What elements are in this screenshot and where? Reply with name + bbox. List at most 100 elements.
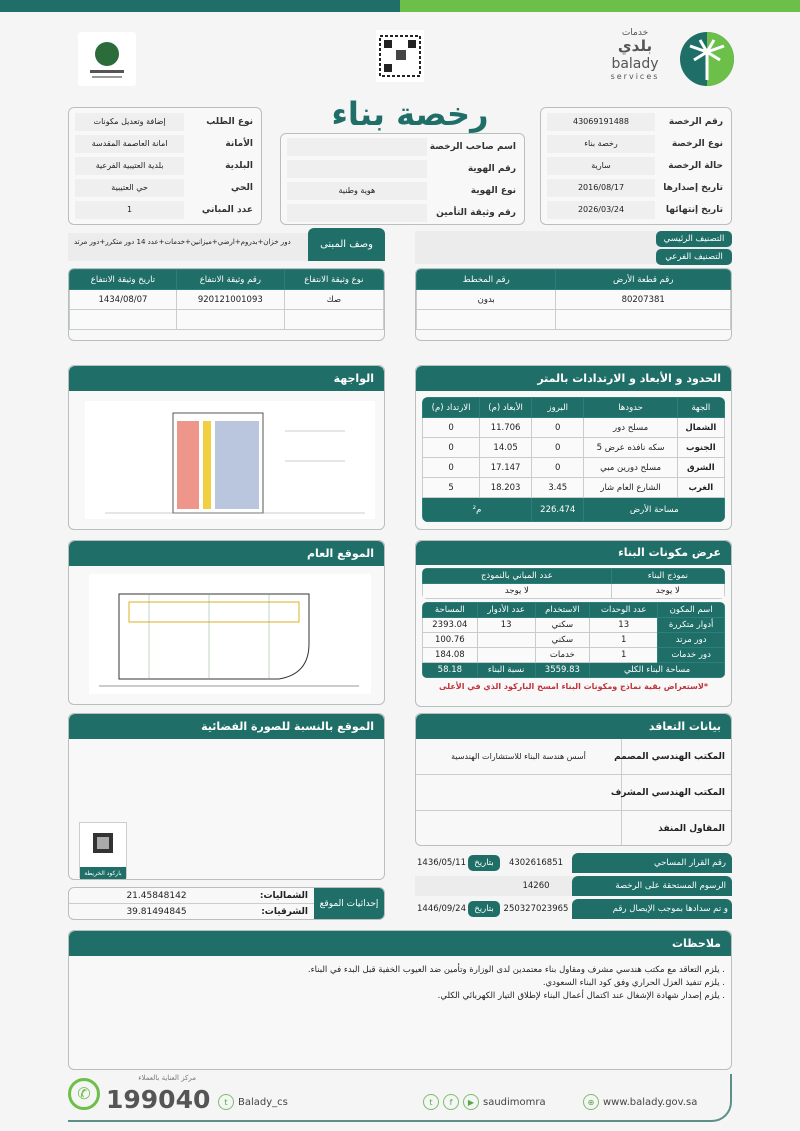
table-row: 80207381 بدون: [416, 289, 731, 310]
request-row: نوع الطلب إضافة وتعديل مكونات: [69, 111, 261, 133]
owner-2-v: هوية وطنية: [287, 182, 427, 200]
note-item: . يلزم تنفيذ العزل الحراري وفق كود البنا…: [542, 978, 725, 988]
site-plan-drawing[interactable]: [89, 574, 371, 694]
components-rows-1-4: 100.76: [422, 632, 478, 648]
contract-title: بيانات التعاقد: [416, 714, 731, 739]
request-2-v: بلدية العتيبية الفرعية: [75, 157, 185, 175]
brand-services: services: [610, 71, 660, 81]
dimensions-rows-1-3: 14.05: [479, 437, 532, 458]
twitter-link[interactable]: Balady_cs: [238, 1096, 288, 1108]
dimensions-rows-0-0: الشمال: [676, 417, 725, 438]
request-1-k: الأمانة: [225, 139, 253, 149]
main-classification-label: التصنيف الرئيسي: [656, 231, 732, 247]
license-1-k: نوع الرخصة: [671, 139, 723, 149]
dimensions-rows-3-2: 3.45: [530, 477, 585, 498]
license-3-v: 2016/08/17: [547, 179, 655, 197]
request-info: نوع الطلب إضافة وتعديل مكونات الأمانة امان…: [68, 107, 262, 225]
qr-code[interactable]: [376, 30, 424, 82]
ownership-headers-1: رقم وثيقة الانتفاع: [175, 269, 285, 290]
owner-3-v: [287, 204, 427, 222]
parcel-rows-0-0: 80207381: [555, 289, 731, 310]
parcel-headers-0: رقم قطعة الأرض: [555, 269, 731, 290]
fees-survey_no: 4302616851: [508, 858, 564, 868]
ownership-rows-0-0: صك: [283, 289, 384, 310]
license-row: تاريخ إنتهائها 2026/03/24: [541, 199, 731, 221]
dimensions-rows-1-4: 0: [422, 437, 481, 458]
request-3-v: حي العتيبية: [75, 179, 185, 197]
parcel-headers-1: رقم المخطط: [416, 269, 557, 290]
request-row: الحي حي العتيبية: [69, 177, 261, 199]
ownership-rows-0-1: 920121001093: [175, 289, 285, 310]
notes-title: ملاحظات: [69, 931, 731, 956]
dimensions-rows-0-4: 0: [422, 417, 481, 438]
twitter-icon: t: [218, 1094, 234, 1110]
municipality-logo: [78, 32, 136, 86]
components-rows-1-0: دور مرتد: [657, 632, 725, 648]
table-row: [69, 309, 384, 330]
license-info: رقم الرخصة 43069191488 نوع الرخصة رخصة بنا…: [540, 107, 732, 225]
facebook-icon: f: [443, 1094, 459, 1110]
fees-fee_label: الرسوم المستحقة على الرخصة: [572, 876, 732, 896]
dimensions-section: الحدود و الأبعاد و الارتدادات بالمتر الج…: [415, 365, 732, 530]
satellite-title: الموقع بالنسبة للصورة الفضائية: [69, 714, 384, 739]
dimensions-unit: م²: [422, 497, 532, 522]
site-plan-section: الموقع العام: [68, 540, 385, 705]
dimensions-headers-3: الأبعاد (م): [479, 397, 532, 418]
components-rows-0-3: 13: [476, 617, 536, 633]
map-qr-code[interactable]: باركود الخريطة: [79, 822, 127, 879]
components-rows-0-0: أدوار متكررة: [657, 617, 725, 633]
table-row: الشرق مسلح دورين مبي 0 17.147 0: [422, 457, 725, 478]
table-row: أدوار متكررة 13 سكني 13 2393.04: [422, 617, 725, 633]
owner-3-k: رقم وثيقة التأمين: [436, 208, 516, 218]
dimensions-headers-2: البروز: [530, 397, 585, 418]
license-4-k: تاريخ إنتهائها: [665, 205, 723, 215]
dimensions-rows-3-4: 5: [422, 477, 481, 498]
owner-1-v: [287, 160, 427, 178]
license-3-k: تاريخ إصدارها: [663, 183, 723, 193]
owner-1-k: رقم الهوية: [467, 164, 516, 174]
dimensions-headers-1: حدودها: [583, 397, 678, 418]
components-rows-1-1: 1: [589, 632, 659, 648]
footer: ✆ مركز العناية بالعملاء 199040 t Balady_c…: [68, 1074, 732, 1122]
globe-icon: ⊕: [583, 1094, 599, 1110]
brand-latin: balady: [611, 55, 659, 72]
fees-receipt_date: 1446/09/24: [417, 904, 466, 914]
brand-arabic_top: خدمات: [621, 28, 649, 38]
request-3-k: الحي: [230, 183, 253, 193]
top-stripe: [0, 0, 400, 12]
components-rows-0-2: سكني: [534, 617, 591, 633]
phone-number[interactable]: 199040: [106, 1085, 211, 1114]
coords-east: 39.81494845: [126, 907, 187, 917]
dimensions-rows-2-0: الشرق: [676, 457, 725, 478]
request-2-k: البلدية: [225, 161, 253, 171]
table-row: دور مرتد 1 سكني 100.76: [422, 632, 725, 648]
request-0-k: نوع الطلب: [206, 117, 253, 127]
contract-rows-2-k: المقاول المنفذ: [621, 811, 731, 845]
satellite-section: الموقع بالنسبة للصورة الفضائية باركود ال…: [68, 713, 385, 880]
facade-drawing[interactable]: [85, 401, 375, 519]
components-model_headers-0: نموذج البناء: [610, 568, 725, 584]
phone-icon: ✆: [68, 1078, 100, 1110]
social-link[interactable]: saudimomra: [483, 1096, 546, 1108]
table-row: دور خدمات 1 خدمات 184.08: [422, 647, 725, 663]
owner-2-k: نوع الهوية: [470, 186, 516, 196]
fees-survey_label: رقم القرار المساحي: [572, 853, 732, 873]
owner-row: نوع الهوية هوية وطنية: [281, 180, 524, 202]
table-row: الشمال مسلح دور 0 11.706 0: [422, 417, 725, 438]
dimensions-rows-0-2: 0: [530, 417, 585, 438]
note-item: . يلزم التعاقد مع مكتب هندسي مشرف ومقاول…: [307, 965, 725, 975]
table-row: [416, 309, 731, 330]
website-link[interactable]: www.balady.gov.sa: [603, 1096, 698, 1108]
dimensions-rows-2-4: 0: [422, 457, 481, 478]
license-row: نوع الرخصة رخصة بناء: [541, 133, 731, 155]
owner-row: رقم وثيقة التأمين: [281, 202, 524, 224]
owner-info: اسم صاحب الرخصة رقم الهوية نوع الهوية هوي…: [280, 133, 525, 225]
components-rows-2-2: خدمات: [534, 647, 591, 663]
components-ratio_label: نسبة البناء: [476, 662, 536, 678]
request-row: البلدية بلدية العتيبية الفرعية: [69, 155, 261, 177]
components-headers-0: اسم المكون: [657, 602, 725, 618]
license-2-v: سارية: [547, 157, 655, 175]
components-model_values-1: لا يوجد: [422, 583, 612, 599]
components-headers-2: الاستخدام: [534, 602, 591, 618]
dimensions-area_label: مساحة الأرض: [583, 497, 725, 522]
